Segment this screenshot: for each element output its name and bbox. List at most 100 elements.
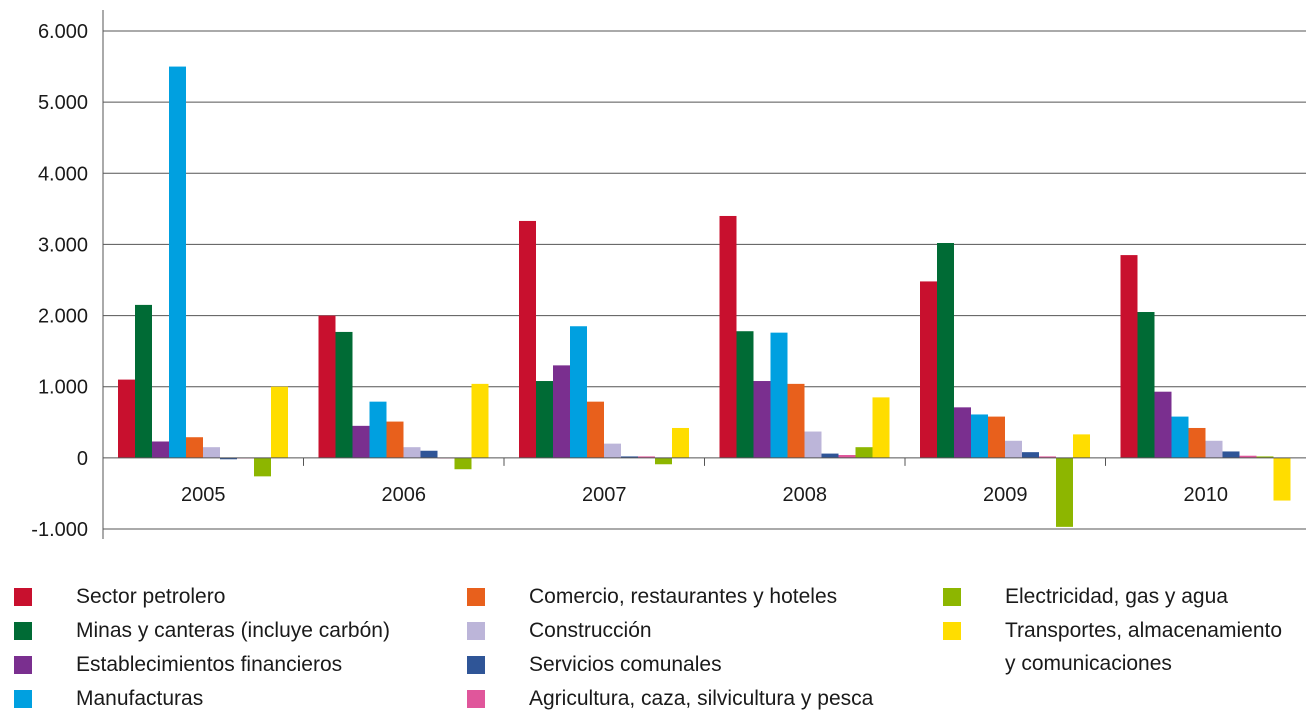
bar [403,447,421,458]
legend-item: Agricultura, caza, silvicultura y pesca [467,687,873,721]
bar [770,332,788,458]
axes [102,10,1306,539]
legend-label: Agricultura, caza, silvicultura y pesca [529,687,873,711]
legend-swatch [14,588,32,606]
bar [1022,452,1039,458]
bar [988,416,1005,458]
y-tick-label: 4.000 [38,163,88,185]
bar [1073,434,1090,458]
bar [954,407,971,458]
legend-swatch [14,690,32,708]
bar [1171,416,1189,458]
legend-label-line: Servicios comunales [529,653,722,676]
bar [118,379,135,458]
bar [220,457,237,460]
legend-label-line: Sector petrolero [76,585,226,608]
bar [152,441,169,458]
legend-label: Electricidad, gas y agua [1005,585,1228,609]
x-tick-label: 2005 [181,484,226,506]
legend-item: Minas y canteras (incluye carbón) [14,619,390,653]
y-tick-label: 3.000 [38,234,88,256]
legend-label-line: y comunicaciones [1005,652,1172,675]
bar [271,386,288,458]
legend-swatch [943,622,961,640]
legend-swatch [14,656,32,674]
bar [1205,440,1223,458]
bar [838,455,856,458]
y-tick-label: 0 [77,448,88,470]
legend-label: Comercio, restaurantes y hoteles [529,585,837,609]
legend-swatch [467,690,485,708]
bar [604,443,621,458]
legend-swatch [14,622,32,640]
legend-label-line: Transportes, almacenamiento [1005,619,1283,642]
bar [1273,457,1291,501]
legend-label-line: Manufacturas [76,687,204,710]
bar [169,66,186,458]
bar [1120,255,1138,458]
legend-item: Servicios comunales [467,653,722,687]
bar [1256,456,1274,458]
y-tick-label: 1.000 [38,377,88,399]
bar [420,450,438,458]
legend-label-line: Agricultura, caza, silvicultura y pesca [529,687,874,710]
legend-item: Electricidad, gas y agua [943,585,1228,619]
bar [821,453,839,458]
bar [570,326,587,458]
bar [454,457,472,470]
bar [1188,427,1206,458]
legend-label: Manufacturas [76,687,203,711]
bar [804,431,822,458]
bar [753,381,771,458]
x-tick-label: 2009 [983,484,1028,506]
bar [203,447,220,458]
bar [318,315,336,458]
legend-label-line: Electricidad, gas y agua [1005,585,1228,608]
bar [1222,451,1240,458]
legend-item: Comercio, restaurantes y hoteles [467,585,837,619]
legend-label: Construcción [529,619,652,643]
legend-label-line: Comercio, restaurantes y hoteles [529,585,838,608]
bar [872,397,890,458]
bars [118,66,1291,527]
y-tick-label: -1.000 [31,519,88,541]
x-tick-label: 2010 [1184,484,1229,506]
bar [186,437,203,458]
legend-item: Transportes, almacenamiento y comunicacio… [943,619,1282,675]
bar [471,383,489,458]
bar [655,457,672,465]
bar [1039,456,1056,458]
bar [352,425,370,458]
bar [621,456,638,458]
bar [519,220,536,458]
legend-label-line: Establecimientos financieros [76,653,343,676]
bar [335,331,353,458]
bar [553,365,570,458]
bar [787,383,805,458]
x-tick-label: 2007 [582,484,627,506]
legend-label: Transportes, almacenamiento y comunicacio… [1005,619,1282,676]
bar [1005,440,1022,458]
bar [536,381,553,458]
bar [369,401,387,458]
bar [855,447,873,458]
legend-swatch [467,588,485,606]
legend-item: Establecimientos financieros [14,653,342,687]
legend-label-line: Minas y canteras (incluye carbón) [76,619,390,642]
bar [1056,457,1073,527]
y-tick-label: 2.000 [38,306,88,328]
legend-swatch [943,588,961,606]
legend-label: Sector petrolero [76,585,225,609]
bar [587,401,604,458]
legend-swatch [467,656,485,674]
bar [1239,455,1257,458]
bar [386,421,404,458]
bar [971,414,988,458]
bar [736,331,754,458]
legend: Sector petrolero Minas y canteras (incluy… [0,578,1306,711]
bar [672,427,689,458]
bar [719,215,737,458]
bar [254,457,271,477]
legend-label: Servicios comunales [529,653,722,677]
bar [937,243,954,458]
